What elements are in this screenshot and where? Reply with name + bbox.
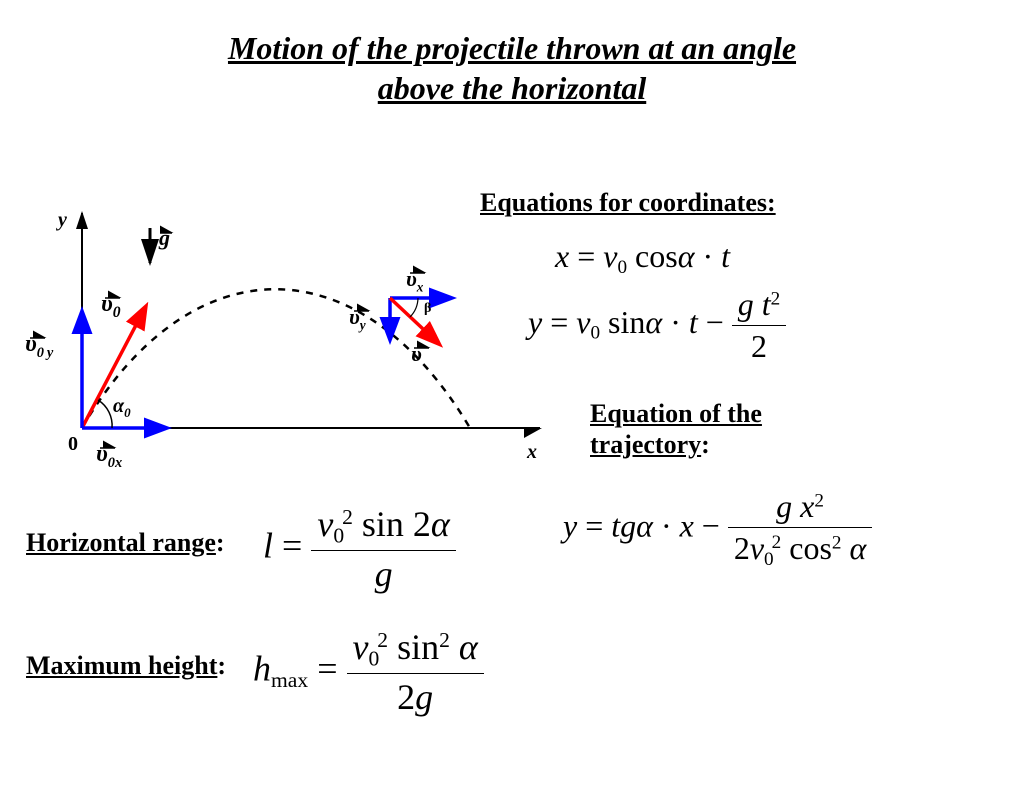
v0x-label: υ0x [96,441,122,472]
vy-label: υy [349,304,366,333]
equation-range: l = v02 sin 2α g [263,503,456,595]
equation-y-coord: y = v0 sinα · t − g t2 2 [528,286,786,365]
v0y-label: υ0 y [25,331,53,362]
v-label: υ [411,341,422,367]
trajectory-heading-b: trajectory [590,430,701,459]
maxh-heading: Maximum height: [26,651,226,681]
equation-trajectory: y = tgα · x − g x2 2v02 cos2 α [563,488,872,571]
vx-label: υx [406,266,423,295]
title-line-1: Motion of the projectile thrown at an an… [228,30,796,66]
trajectory-heading: Equation of the trajectory: [590,398,762,460]
equation-x-coord: x = v0 cosα · t [555,238,730,279]
y-axis-label: y [58,209,67,232]
page-title: Motion of the projectile thrown at an an… [0,28,1024,108]
origin-label: 0 [68,433,78,456]
alpha-arc [98,400,112,428]
trajectory-heading-a: Equation of the [590,399,762,428]
equation-maxh: hmax = v02 sin2 α 2g [253,626,484,718]
beta-arc [410,298,418,317]
x-axis-label: x [527,441,537,464]
g-label: g [159,225,170,251]
range-heading: Horizontal range: [26,528,225,558]
alpha-label: α0 [113,395,131,421]
v0-label: υ0 [101,291,121,322]
title-line-2: above the horizontal [378,70,646,106]
beta-label: β [424,301,431,317]
